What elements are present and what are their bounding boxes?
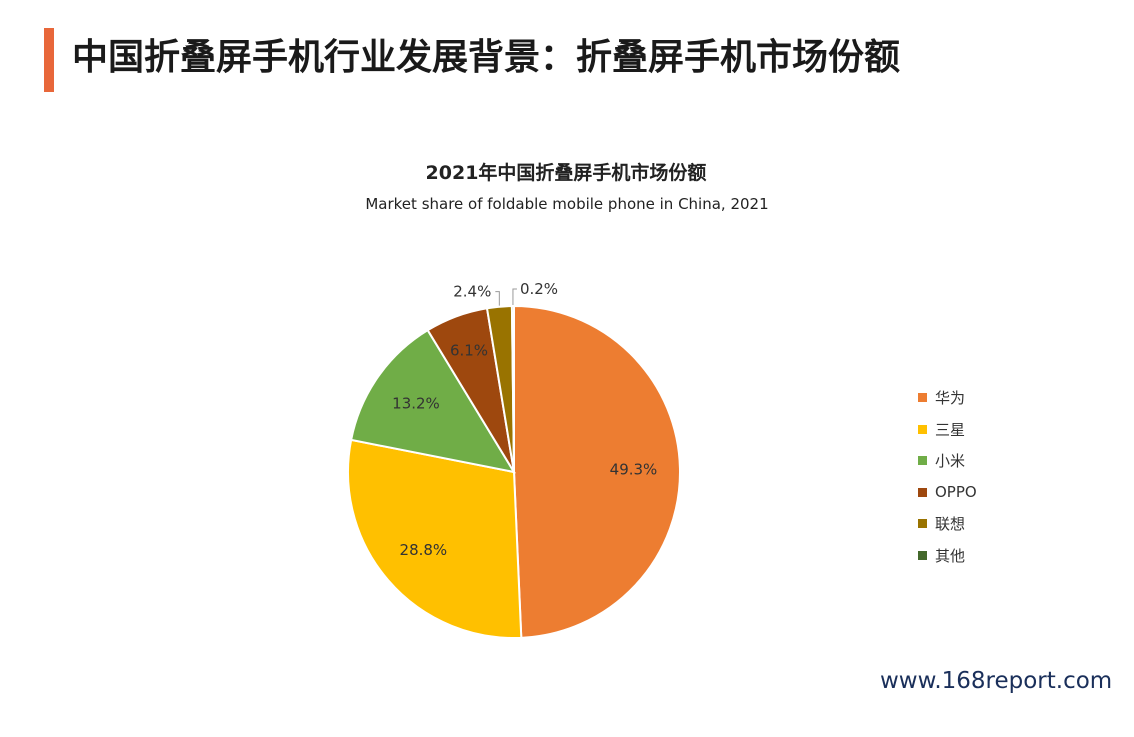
leader-line-5 bbox=[495, 291, 500, 306]
page-title: 中国折叠屏手机行业发展背景：折叠屏手机市场份额 bbox=[72, 37, 901, 78]
slice-label-3: 13.2% bbox=[392, 395, 440, 413]
legend-label: 其他 bbox=[935, 546, 966, 565]
slice-label-2: 28.8% bbox=[400, 541, 448, 559]
slice-label-1: 49.3% bbox=[610, 460, 658, 478]
pie-slice-2 bbox=[347, 438, 523, 639]
legend-swatch bbox=[918, 487, 927, 497]
watermark: www.168report.com bbox=[880, 668, 1113, 694]
pie-slice-1 bbox=[513, 304, 681, 639]
slice-label-5: 2.4% bbox=[453, 283, 491, 301]
legend-item-6: 其他 bbox=[918, 540, 977, 572]
legend-swatch bbox=[918, 519, 927, 529]
leader-line-6 bbox=[512, 288, 517, 306]
legend-item-2: 三星 bbox=[918, 414, 977, 446]
legend-label: 联想 bbox=[935, 515, 966, 534]
legend-swatch bbox=[918, 550, 927, 560]
chart-legend: 华为三星小米 OPPO 联想其他 bbox=[918, 382, 977, 571]
legend-label: 华为 bbox=[935, 389, 966, 408]
legend-swatch bbox=[918, 456, 927, 466]
legend-label: OPPO bbox=[935, 483, 977, 502]
legend-item-1: 华为 bbox=[918, 382, 977, 414]
legend-swatch bbox=[918, 393, 927, 403]
legend-item-3: 小米 bbox=[918, 445, 977, 477]
slice-label-4: 6.1% bbox=[450, 342, 488, 360]
legend-label: 小米 bbox=[935, 452, 966, 471]
legend-swatch bbox=[918, 424, 927, 434]
pie-slice-3 bbox=[349, 328, 517, 474]
chart-title: 2021年中国折叠屏手机市场份额 bbox=[425, 162, 707, 184]
legend-label: 三星 bbox=[935, 420, 966, 439]
legend-item-4: OPPO bbox=[918, 477, 977, 509]
slice-label-6: 0.2% bbox=[520, 280, 558, 298]
title-accent-bar bbox=[44, 28, 54, 92]
legend-item-5: 联想 bbox=[918, 508, 977, 540]
chart-subtitle: Market share of foldable mobile phone in… bbox=[365, 195, 769, 213]
pie-slice-6 bbox=[510, 304, 515, 473]
